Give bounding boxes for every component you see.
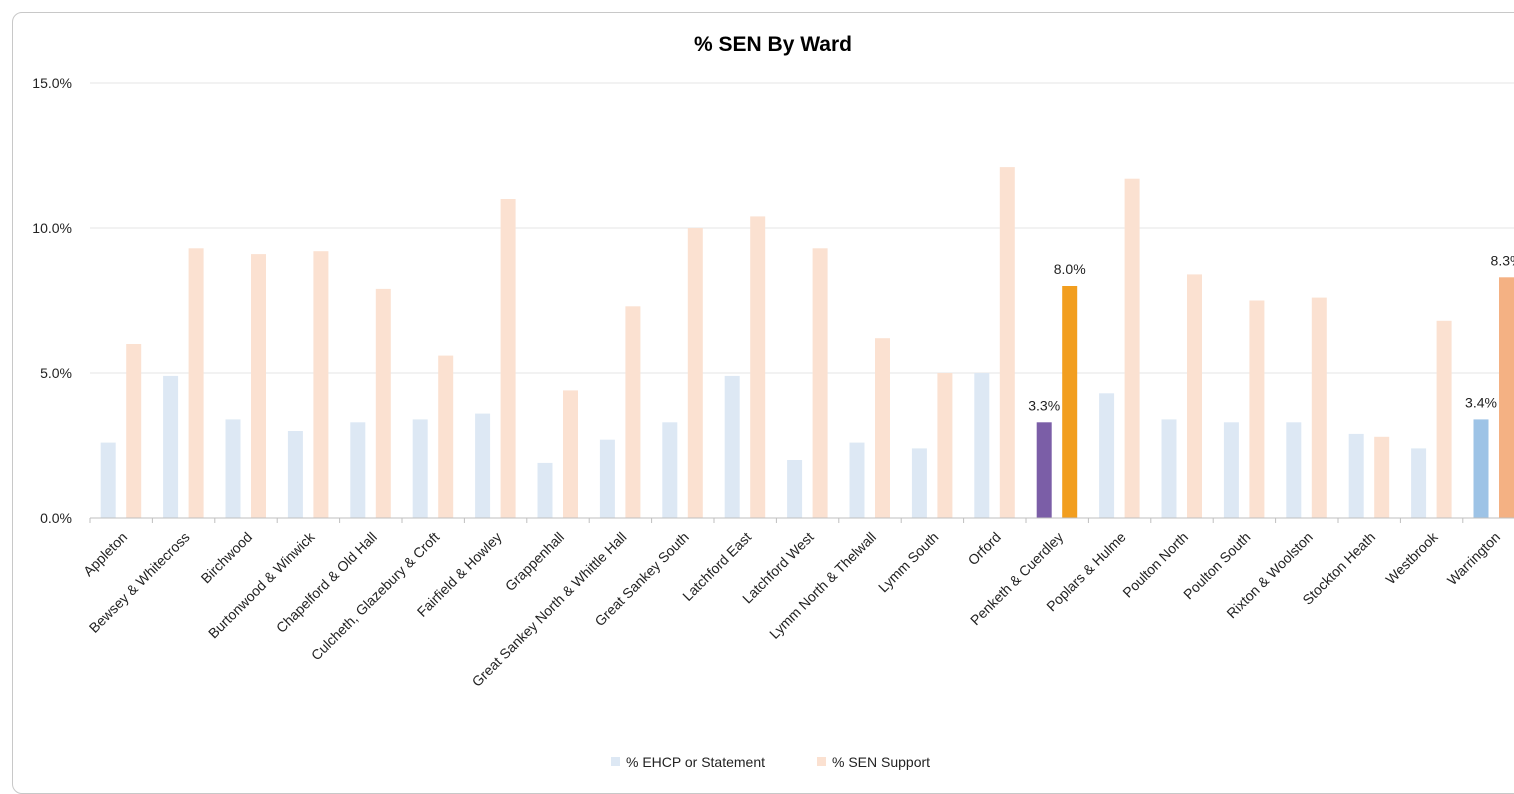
x-category-label: Westbrook [1382, 528, 1441, 587]
bar-ehcp-or-statement-stockton-heath [1348, 433, 1364, 518]
gridlines [90, 82, 1514, 374]
x-category-label: Lymm South [875, 529, 942, 596]
data-label-sen-support-warrington: 8.3% [1491, 252, 1514, 268]
bar-ehcp-or-statement-penketh-cuerdley [1036, 422, 1052, 518]
legend-swatch-sen-support [817, 757, 826, 766]
bar-sen-support-burtonwood-winwick [313, 251, 329, 518]
bar-ehcp-or-statement-poulton-south [1223, 422, 1239, 518]
legend-swatch-ehcp-or-statement [611, 757, 620, 766]
bar-ehcp-or-statement-orford [974, 373, 990, 518]
bar-sen-support-stockton-heath [1374, 436, 1390, 518]
bar-ehcp-or-statement-chapelford-old-hall [350, 422, 366, 518]
x-category-label: Culcheth, Glazebury & Croft [308, 529, 443, 664]
legend-label-ehcp-or-statement: % EHCP or Statement [626, 754, 765, 770]
chart-frame: % SEN By Ward 0.0% 5.0% 10.0% 15.0% Appleto… [12, 12, 1514, 794]
x-category-label: Lymm North & Thelwall [766, 529, 879, 642]
bar-ehcp-or-statement-lymm-north-thelwall [849, 442, 865, 518]
bar-sen-support-lymm-north-thelwall [875, 338, 890, 518]
bar-sen-support-grappenhall [563, 390, 578, 518]
bar-sen-support-great-sankey-south [687, 228, 703, 518]
bar-ehcp-or-statement-great-sankey-south [662, 422, 678, 518]
data-label-ehcp-or-statement-warrington: 3.4% [1465, 394, 1497, 410]
bar-sen-support-great-sankey-north-whittle-hall [625, 306, 641, 518]
bar-ehcp-or-statement-appleton [100, 442, 116, 518]
bar-chart: % SEN By Ward 0.0% 5.0% 10.0% 15.0% Appleto… [32, 33, 1514, 770]
bar-ehcp-or-statement-westbrook [1411, 448, 1427, 518]
bar-sen-support-bewsey-whitecross [188, 248, 204, 519]
x-category-label: Orford [965, 529, 1004, 568]
data-labels: 3.3% 8.0% 3.4% 8.3% [1028, 252, 1514, 413]
bar-sen-support-latchford-east [750, 216, 766, 518]
bar-sen-support-fairfield-howley [500, 199, 516, 518]
data-label-ehcp-or-statement-penketh-cuerdley: 3.3% [1028, 397, 1060, 413]
x-category-label: Burtonwood & Winwick [205, 528, 318, 641]
bar-ehcp-or-statement-lymm-south [911, 448, 927, 518]
x-category-label: Warrington [1444, 529, 1503, 588]
bar-sen-support-westbrook [1436, 320, 1452, 518]
chart-title: % SEN By Ward [694, 33, 852, 56]
y-tick-label: 5.0% [40, 365, 72, 381]
x-category-label: Birchwood [198, 529, 256, 587]
bar-ehcp-or-statement-fairfield-howley [475, 413, 491, 518]
y-tick-label: 10.0% [32, 220, 72, 236]
bar-sen-support-birchwood [251, 254, 266, 518]
y-axis-ticks: 0.0% 5.0% 10.0% 15.0% [32, 75, 72, 526]
bar-sen-support-appleton [126, 344, 142, 518]
bar-ehcp-or-statement-burtonwood-winwick [287, 431, 303, 518]
bar-ehcp-or-statement-latchford-east [724, 375, 740, 518]
bar-sen-support-rixton-woolston [1311, 297, 1327, 518]
legend: % EHCP or Statement % SEN Support [611, 754, 930, 770]
bar-ehcp-or-statement-warrington [1473, 419, 1489, 518]
bar-ehcp-or-statement-great-sankey-north-whittle-hall [599, 439, 615, 518]
bar-ehcp-or-statement-poulton-north [1161, 419, 1177, 518]
bar-ehcp-or-statement-latchford-west [787, 460, 803, 518]
bar-ehcp-or-statement-grappenhall [537, 462, 553, 518]
bar-sen-support-lymm-south [937, 373, 953, 518]
data-label-sen-support-penketh-cuerdley: 8.0% [1054, 261, 1086, 277]
bars [100, 167, 1514, 519]
bar-sen-support-poulton-north [1187, 274, 1202, 518]
x-category-label: Grappenhall [502, 529, 567, 594]
bar-ehcp-or-statement-birchwood [225, 419, 241, 518]
bar-ehcp-or-statement-bewsey-whitecross [163, 375, 179, 518]
bar-sen-support-culcheth-glazebury-croft [438, 355, 454, 518]
y-tick-label: 0.0% [40, 510, 72, 526]
legend-label-sen-support: % SEN Support [832, 754, 930, 770]
x-category-label: Appleton [80, 529, 130, 579]
bar-sen-support-latchford-west [812, 248, 828, 519]
x-axis [89, 517, 1514, 523]
bar-ehcp-or-statement-rixton-woolston [1286, 422, 1302, 518]
bar-ehcp-or-statement-culcheth-glazebury-croft [412, 419, 428, 518]
bar-sen-support-warrington [1499, 277, 1514, 518]
bar-sen-support-penketh-cuerdley [1062, 286, 1078, 518]
bar-sen-support-orford [999, 167, 1015, 518]
bar-sen-support-poulton-south [1249, 300, 1265, 518]
bar-ehcp-or-statement-poplars-hulme [1099, 393, 1115, 518]
bar-sen-support-chapelford-old-hall [375, 288, 391, 518]
bar-sen-support-poplars-hulme [1124, 178, 1140, 518]
y-tick-label: 15.0% [32, 75, 72, 91]
